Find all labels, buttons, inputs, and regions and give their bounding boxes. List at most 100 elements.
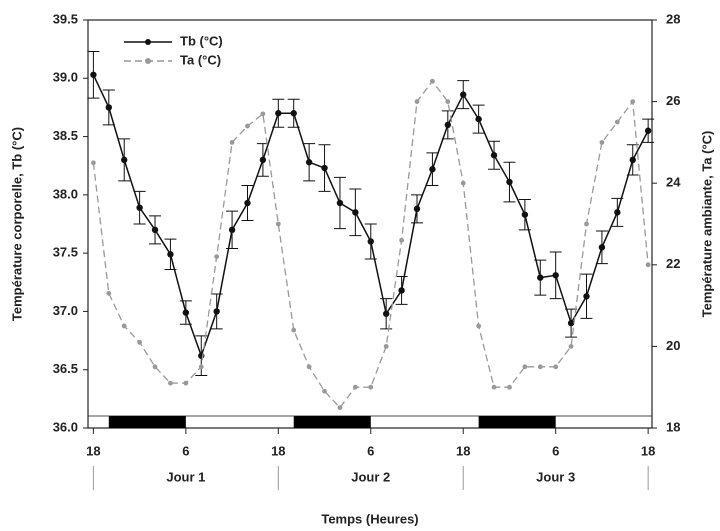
series-point	[306, 364, 312, 370]
legend-marker	[145, 58, 151, 64]
y-tick-label: 36.0	[53, 419, 78, 434]
series-point	[490, 152, 498, 159]
series-point	[521, 211, 529, 218]
series-point	[476, 323, 482, 329]
series-point	[137, 339, 143, 345]
y2-axis-label: Température ambiante, Ta (°C)	[699, 131, 714, 318]
series-point	[599, 140, 605, 145]
y2-tick-label: 26	[666, 93, 680, 108]
series-point	[584, 221, 589, 227]
x-axis-label: Temps (Heures)	[321, 511, 418, 526]
series-point	[537, 274, 544, 281]
dark-period	[108, 416, 186, 428]
legend-label: Tb (°C)	[180, 33, 223, 48]
x-tick-label: 6	[552, 443, 559, 458]
x-tick-label: 6	[182, 443, 189, 458]
series-point	[413, 205, 421, 213]
legend-marker	[145, 39, 151, 45]
x-tick-label: 18	[641, 443, 655, 458]
series-point	[645, 262, 651, 268]
series-point	[568, 344, 574, 349]
y2-tick-label: 28	[666, 11, 680, 26]
series-point	[444, 121, 452, 129]
series-point	[214, 254, 220, 260]
day-label: Jour 3	[536, 469, 575, 484]
series-point	[336, 199, 344, 207]
series-point	[229, 140, 235, 145]
series-point	[290, 110, 297, 117]
series-point	[644, 127, 652, 134]
series-point	[552, 272, 559, 279]
y-tick-label: 38.0	[53, 186, 78, 201]
series-point	[352, 209, 359, 216]
series-point	[460, 91, 467, 98]
series-point	[445, 99, 451, 104]
series-point	[460, 180, 466, 186]
series-point	[367, 238, 374, 245]
series-point	[398, 287, 405, 294]
series-point	[368, 384, 374, 390]
series-point	[429, 166, 436, 173]
series-point	[537, 364, 543, 370]
series-point	[567, 319, 575, 327]
series-point	[614, 209, 621, 216]
y-axis-label: Température corporelle, Tb (°C)	[9, 127, 24, 321]
series-point	[382, 310, 390, 317]
x-tick-label: 18	[86, 443, 100, 458]
y-tick-label: 36.5	[53, 361, 78, 376]
series-point	[90, 160, 96, 166]
series-point	[168, 380, 173, 386]
series-point	[121, 156, 128, 164]
series-point	[275, 110, 282, 117]
y-tick-label: 37.5	[53, 245, 78, 260]
series-point	[245, 123, 250, 129]
y2-tick-label: 24	[666, 175, 681, 190]
series-point	[399, 237, 404, 243]
y-tick-label: 39.5	[53, 11, 78, 26]
series-point	[259, 156, 267, 164]
series-point	[105, 104, 113, 111]
series-point	[430, 78, 435, 84]
series-point	[475, 115, 482, 123]
series-point	[506, 178, 513, 186]
legend-label: Ta (°C)	[180, 52, 221, 67]
series-point	[614, 119, 620, 125]
series-point	[167, 251, 174, 258]
series-point	[228, 226, 236, 234]
series-line	[92, 74, 649, 358]
series-point	[106, 290, 112, 296]
series-point	[337, 405, 343, 410]
series-point	[321, 164, 328, 172]
series-point	[553, 364, 559, 370]
y2-tick-label: 18	[666, 419, 680, 434]
y-tick-label: 39.0	[53, 70, 78, 85]
series-point	[151, 226, 159, 234]
series-point	[598, 244, 606, 251]
series-point	[630, 99, 636, 104]
series-point	[198, 364, 204, 370]
series-point	[90, 71, 97, 78]
series-point	[152, 364, 158, 370]
series-point	[507, 384, 512, 390]
series-point	[322, 388, 327, 394]
dark-period	[478, 416, 556, 428]
series-point	[260, 111, 266, 117]
series-point	[629, 156, 636, 164]
y2-tick-label: 20	[666, 338, 680, 353]
series-point	[383, 344, 389, 349]
y2-tick-label: 22	[666, 256, 680, 271]
series-point	[275, 221, 281, 227]
dark-period	[293, 416, 371, 428]
series-point	[136, 204, 143, 211]
day-label: Jour 2	[351, 469, 390, 484]
series-point	[182, 309, 190, 316]
y-tick-label: 37.0	[53, 303, 78, 318]
x-tick-label: 18	[456, 443, 470, 458]
day-label: Jour 1	[166, 469, 205, 484]
series-point	[213, 308, 220, 315]
series-point	[414, 99, 420, 104]
series-point	[583, 293, 590, 300]
series-point	[244, 199, 251, 207]
x-tick-label: 18	[271, 443, 285, 458]
